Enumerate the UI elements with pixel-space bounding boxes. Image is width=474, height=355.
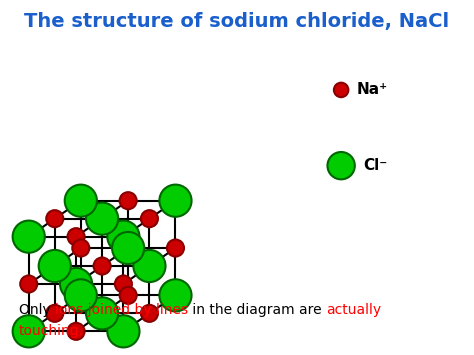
Circle shape — [68, 228, 84, 245]
Circle shape — [119, 287, 137, 304]
Circle shape — [334, 83, 348, 97]
Circle shape — [86, 203, 118, 235]
Circle shape — [86, 297, 118, 329]
Circle shape — [141, 210, 158, 227]
Text: The structure of sodium chloride, NaCl: The structure of sodium chloride, NaCl — [25, 12, 449, 32]
Text: ions joined by lines: ions joined by lines — [55, 303, 188, 317]
Circle shape — [39, 250, 71, 282]
Text: Na⁺: Na⁺ — [357, 82, 388, 97]
Text: actually: actually — [326, 303, 382, 317]
Circle shape — [119, 192, 137, 209]
Circle shape — [141, 305, 158, 322]
Circle shape — [65, 185, 97, 217]
Circle shape — [115, 275, 132, 293]
Text: Cl⁻: Cl⁻ — [364, 158, 388, 173]
Circle shape — [167, 240, 184, 257]
Circle shape — [13, 315, 45, 348]
Circle shape — [46, 305, 64, 322]
Circle shape — [93, 257, 110, 274]
Text: in the diagram are: in the diagram are — [188, 303, 326, 317]
Circle shape — [65, 279, 97, 311]
Circle shape — [72, 240, 89, 257]
Circle shape — [328, 152, 355, 179]
Circle shape — [159, 185, 191, 217]
Circle shape — [107, 315, 139, 348]
Circle shape — [20, 275, 37, 293]
Circle shape — [107, 220, 139, 253]
Text: touching.: touching. — [19, 324, 84, 338]
Circle shape — [46, 210, 64, 227]
Circle shape — [112, 232, 144, 264]
Circle shape — [68, 323, 84, 340]
Circle shape — [133, 250, 165, 282]
Circle shape — [60, 268, 92, 300]
Circle shape — [13, 220, 45, 253]
Text: Only: Only — [19, 303, 55, 317]
Circle shape — [159, 279, 191, 311]
